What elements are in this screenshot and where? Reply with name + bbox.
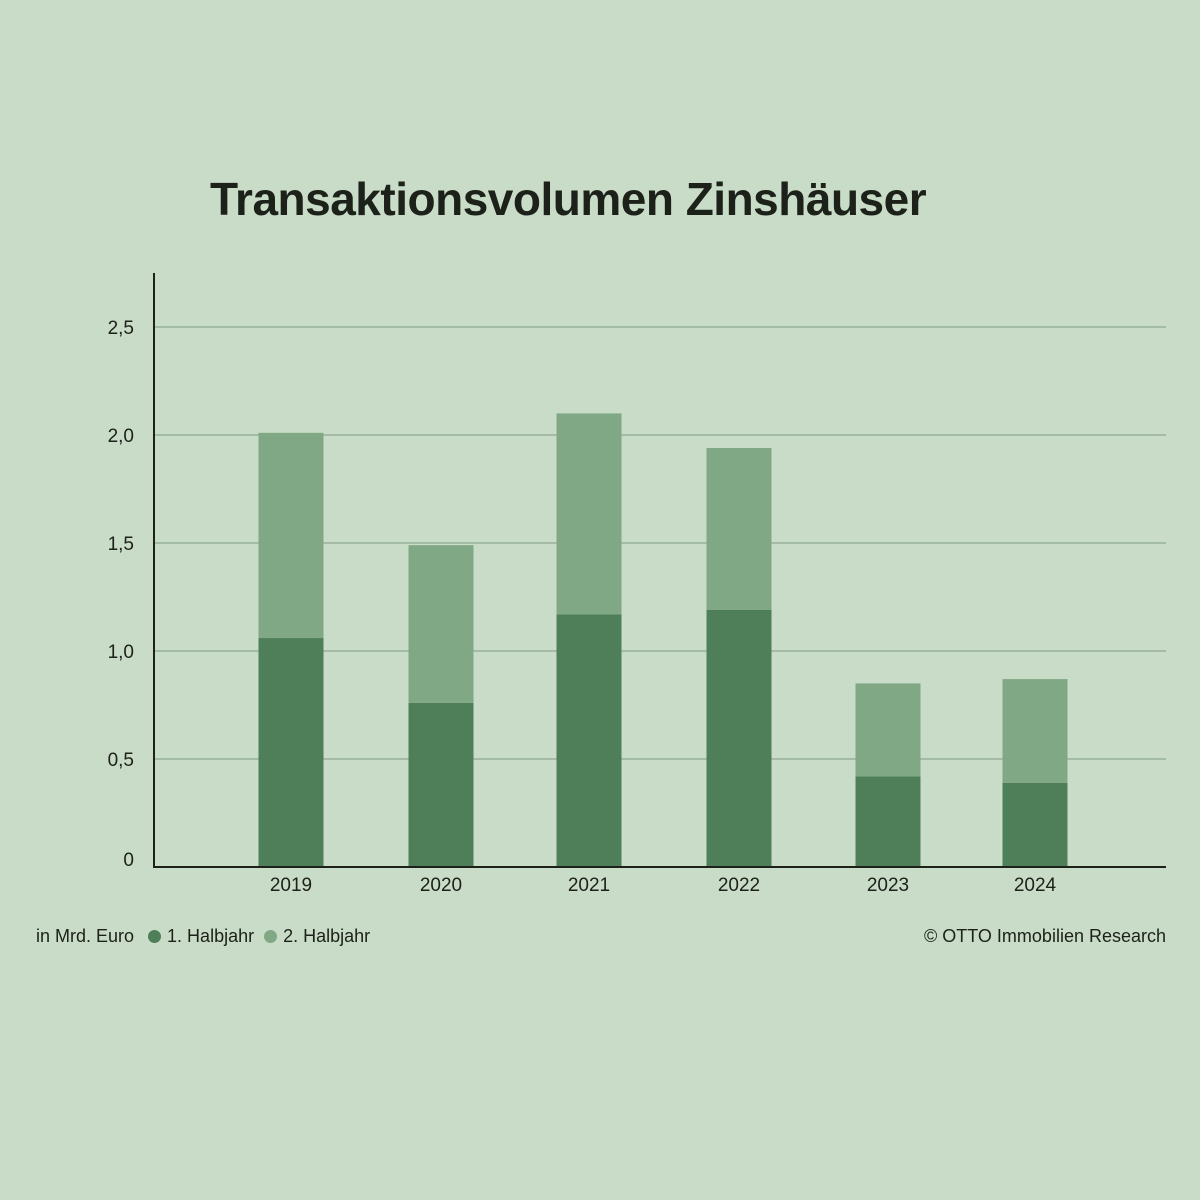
bar-segment-2-halbjahr (706, 447, 772, 610)
bar-segment-1-halbjahr (1002, 782, 1068, 867)
y-tick-label: 2,5 (108, 318, 134, 339)
bar-segment-1-halbjahr (408, 702, 474, 867)
bar-segment-2-halbjahr (855, 683, 921, 777)
x-tick-label: 2019 (270, 875, 312, 896)
legend-item-series-1: 1. Halbjahr (148, 926, 254, 947)
chart-footer: in Mrd. Euro 1. Halbjahr 2. Halbjahr © O… (36, 922, 1166, 950)
y-tick-label: 1,0 (108, 642, 134, 663)
bar-segment-2-halbjahr (556, 413, 622, 615)
legend-label-series-2: 2. Halbjahr (283, 925, 371, 946)
x-tick-label: 2021 (568, 875, 610, 896)
bar-segment-1-halbjahr (855, 776, 921, 867)
source-credit: © OTTO Immobilien Research (924, 925, 1166, 946)
y-tick-label: 1,5 (108, 534, 134, 555)
x-tick-labels: 2019 2020 2021 2022 2023 2024 (270, 875, 1057, 896)
y-tick-labels: 0 0,5 1,0 1,5 2,0 2,5 (108, 318, 134, 871)
y-tick-label: 0 (123, 850, 134, 871)
bar-segment-1-halbjahr (258, 638, 324, 867)
chart-title: Transaktionsvolumen Zinshäuser (210, 173, 927, 225)
y-tick-label: 2,0 (108, 426, 134, 447)
legend-item-series-2: 2. Halbjahr (264, 926, 370, 947)
x-tick-label: 2023 (867, 875, 909, 896)
legend-label-series-1: 1. Halbjahr (167, 925, 255, 946)
bar-segment-2-halbjahr (258, 432, 324, 639)
legend-dot-series-1 (148, 929, 162, 943)
y-tick-label: 0,5 (108, 750, 134, 771)
bar-segment-2-halbjahr (1002, 679, 1068, 783)
unit-label: in Mrd. Euro (36, 925, 135, 946)
bar-segment-1-halbjahr (556, 614, 622, 867)
legend-dot-series-2 (264, 929, 278, 943)
bar-segment-1-halbjahr (706, 609, 772, 867)
x-tick-label: 2020 (420, 875, 462, 896)
legend: in Mrd. Euro 1. Halbjahr 2. Halbjahr (36, 926, 380, 947)
x-tick-label: 2024 (1014, 875, 1057, 896)
bars (258, 413, 1068, 867)
bar-segment-2-halbjahr (408, 545, 474, 703)
x-tick-label: 2022 (718, 875, 760, 896)
